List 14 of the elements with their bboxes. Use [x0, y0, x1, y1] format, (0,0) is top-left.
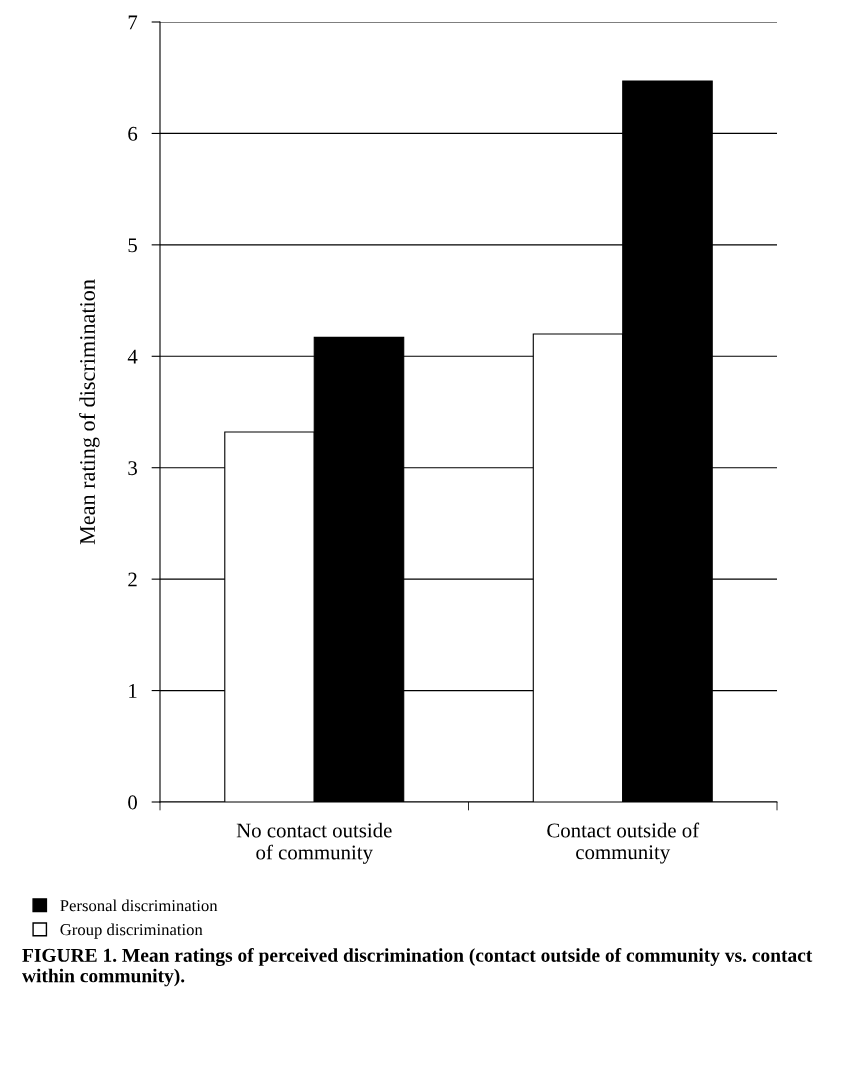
x-tick-label: Contact outside of community: [547, 822, 700, 864]
y-tick-label: 7: [128, 15, 138, 30]
y-tick-label: 0: [128, 795, 137, 810]
y-tick-label: 3: [128, 461, 137, 476]
y-tick-label: 2: [128, 572, 137, 587]
x-tick-label: No contact outside of community: [236, 822, 392, 864]
y-axis-title: Mean rating of discrimination: [79, 279, 100, 545]
legend-label: Personal discrimination: [60, 899, 218, 912]
y-tick-label: 5: [128, 238, 137, 253]
text: FIGURE 1. Mean ratings of perceived discrimination (contact outside of community vs. contact within community).: [22, 948, 813, 987]
legend-label: Group discrimination: [60, 923, 203, 939]
y-tick-label: 6: [128, 126, 138, 141]
y-tick-label: 1: [129, 684, 137, 698]
y-tick-label: 4: [127, 349, 138, 364]
